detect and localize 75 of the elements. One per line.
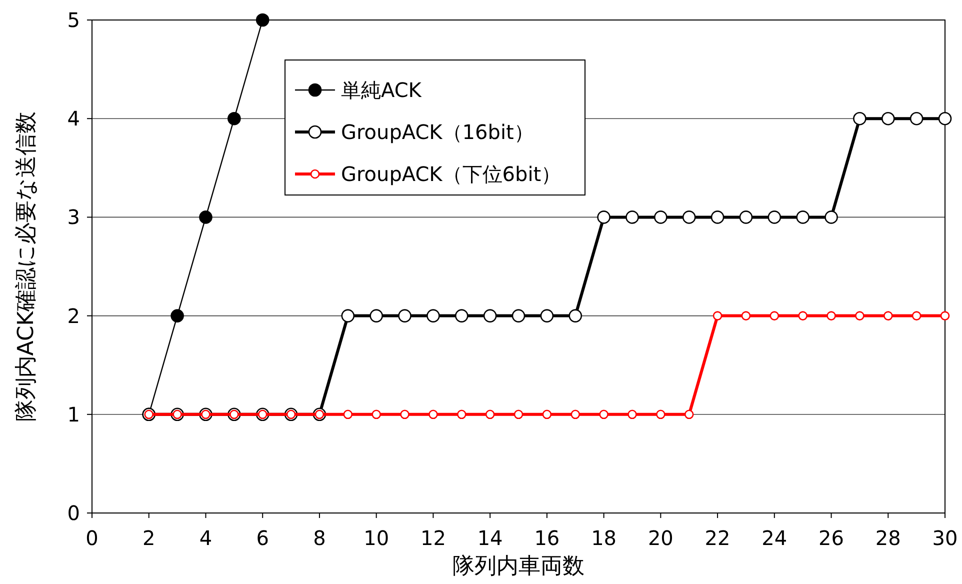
legend-label: GroupACK（下位6bit） <box>341 162 562 186</box>
x-tick-label: 20 <box>648 526 674 550</box>
legend-label: GroupACK（16bit） <box>341 120 534 144</box>
point <box>343 410 353 420</box>
point <box>770 311 780 320</box>
y-tick-label: 5 <box>67 8 80 32</box>
point <box>428 410 438 420</box>
point <box>881 112 895 126</box>
point <box>910 112 924 126</box>
point <box>599 410 608 420</box>
x-axis-title: 隊列内車両数 <box>452 554 584 579</box>
y-tick-label: 1 <box>67 402 80 426</box>
point <box>400 410 410 420</box>
x-tick-label: 8 <box>313 526 326 550</box>
x-tick-label: 10 <box>364 526 390 550</box>
point <box>826 311 836 320</box>
x-tick-label: 6 <box>256 526 269 550</box>
x-tick-label: 28 <box>875 526 901 550</box>
point <box>768 210 782 224</box>
x-tick-label: 12 <box>420 526 446 550</box>
y-tick-label: 2 <box>67 304 80 328</box>
point <box>712 311 722 320</box>
point <box>372 410 381 420</box>
point <box>796 210 810 224</box>
point <box>628 410 637 420</box>
x-tick-label: 2 <box>142 526 156 550</box>
point <box>682 210 696 224</box>
x-tick-label: 22 <box>704 526 730 550</box>
point <box>626 210 639 224</box>
point <box>341 309 355 322</box>
point <box>199 210 212 224</box>
legend-label: 単純ACK <box>341 78 422 102</box>
point <box>514 410 524 420</box>
point <box>426 309 440 322</box>
point <box>485 410 495 420</box>
point <box>855 311 864 320</box>
point <box>542 410 552 420</box>
x-tick-label: 18 <box>591 526 617 550</box>
point <box>170 309 184 322</box>
point <box>228 112 241 126</box>
y-tick-label: 4 <box>67 106 80 131</box>
point <box>912 311 922 320</box>
point <box>684 410 694 420</box>
y-tick-label: 0 <box>67 501 80 525</box>
x-tick-label: 30 <box>932 526 958 550</box>
point <box>370 309 383 322</box>
point <box>853 112 866 126</box>
point <box>512 309 526 322</box>
y-tick-label: 3 <box>67 205 80 230</box>
y-axis-title: 隊列内ACK確認に必要な送信数 <box>14 111 39 422</box>
point <box>483 309 497 322</box>
point <box>883 311 893 320</box>
point <box>398 309 412 322</box>
point <box>940 311 950 320</box>
point <box>824 210 838 224</box>
point <box>656 410 666 420</box>
point <box>454 309 468 322</box>
x-tick-label: 24 <box>762 526 788 550</box>
x-tick-label: 0 <box>86 526 98 550</box>
point <box>938 112 952 126</box>
point <box>256 13 270 27</box>
point <box>597 210 610 224</box>
x-tick-label: 4 <box>199 526 212 550</box>
point <box>456 410 466 420</box>
point <box>570 410 580 420</box>
x-tick-label: 14 <box>477 526 503 550</box>
point <box>798 311 808 320</box>
point <box>739 210 753 224</box>
x-tick-label: 16 <box>534 526 560 550</box>
point <box>741 311 751 320</box>
x-tick-label: 26 <box>818 526 844 550</box>
point <box>568 309 582 322</box>
point <box>654 210 668 224</box>
point <box>540 309 554 322</box>
point <box>710 210 724 224</box>
